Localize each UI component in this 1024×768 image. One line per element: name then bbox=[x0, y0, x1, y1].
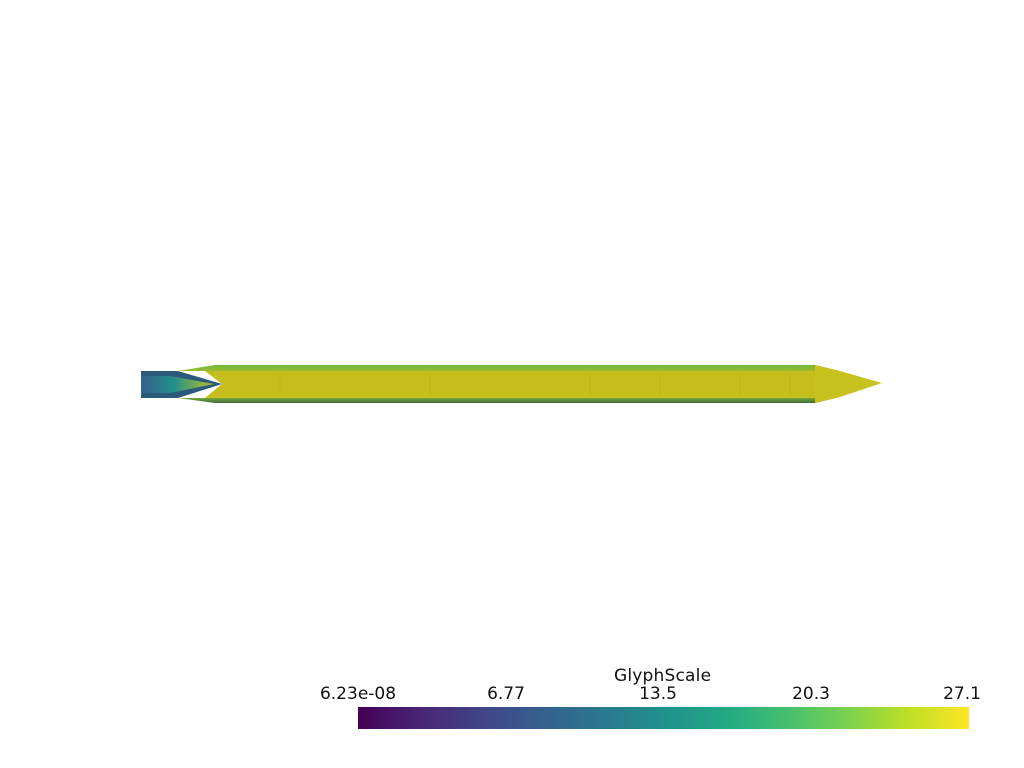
scalar-bar-label-2: 13.5 bbox=[639, 684, 677, 704]
mesh-texture bbox=[279, 374, 791, 396]
glyph-right-tip bbox=[815, 365, 882, 403]
scalar-bar-label-1: 6.77 bbox=[487, 684, 525, 704]
glyph-left-inner bbox=[141, 376, 214, 393]
glyph-bottom-face bbox=[178, 397, 840, 403]
scalar-bar: GlyphScale 6.23e-08 6.77 13.5 20.3 27.1 bbox=[300, 666, 1000, 736]
scalar-bar-label-min: 6.23e-08 bbox=[319, 684, 397, 704]
glyph-main-body bbox=[205, 371, 880, 398]
glyph-top-face bbox=[178, 365, 840, 371]
scalar-bar-title: GlyphScale bbox=[614, 666, 712, 686]
scalar-bar-label-3: 20.3 bbox=[792, 684, 830, 704]
scalar-bar-label-max: 27.1 bbox=[943, 684, 981, 704]
glyph-mesh[interactable] bbox=[141, 365, 882, 403]
colorbar-gradient bbox=[358, 707, 969, 729]
